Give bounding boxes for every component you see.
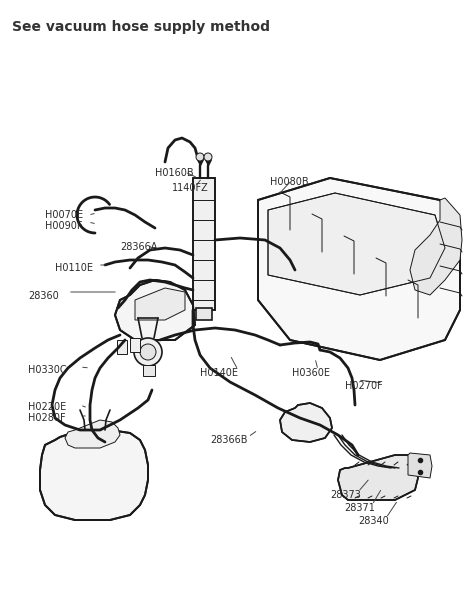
Text: 28371: 28371 — [344, 503, 375, 513]
Polygon shape — [65, 420, 120, 448]
Polygon shape — [258, 178, 460, 360]
Text: 28366A: 28366A — [120, 242, 157, 252]
Text: H0160B: H0160B — [155, 168, 194, 178]
Circle shape — [204, 153, 212, 161]
Text: 28360: 28360 — [28, 291, 59, 301]
Text: H0140E: H0140E — [200, 368, 238, 378]
Text: H0360E: H0360E — [292, 368, 330, 378]
Polygon shape — [193, 178, 215, 310]
Text: H0280F: H0280F — [28, 413, 66, 423]
Text: H0110E: H0110E — [55, 263, 93, 273]
Text: See vacuum hose supply method: See vacuum hose supply method — [12, 20, 270, 34]
Polygon shape — [338, 455, 418, 500]
Polygon shape — [280, 403, 332, 442]
Polygon shape — [40, 430, 148, 520]
Polygon shape — [115, 280, 195, 340]
Polygon shape — [117, 340, 127, 354]
Polygon shape — [196, 308, 212, 320]
Text: 28366B: 28366B — [210, 435, 248, 445]
Text: H0220E: H0220E — [28, 402, 66, 412]
Text: 28373: 28373 — [330, 490, 361, 500]
Polygon shape — [410, 198, 462, 295]
Text: 28340: 28340 — [358, 516, 389, 526]
Polygon shape — [135, 288, 185, 320]
Text: H0080B: H0080B — [270, 177, 309, 187]
Text: H0090F: H0090F — [45, 221, 83, 231]
Text: H0330C: H0330C — [28, 365, 67, 375]
Circle shape — [140, 344, 156, 360]
Polygon shape — [408, 453, 432, 478]
Text: H0270F: H0270F — [345, 381, 383, 391]
Polygon shape — [268, 193, 445, 295]
Circle shape — [134, 338, 162, 366]
Text: H0070E: H0070E — [45, 210, 83, 220]
Circle shape — [196, 153, 204, 161]
Polygon shape — [130, 338, 140, 352]
Polygon shape — [143, 365, 155, 376]
Text: 1140FZ: 1140FZ — [172, 183, 209, 193]
